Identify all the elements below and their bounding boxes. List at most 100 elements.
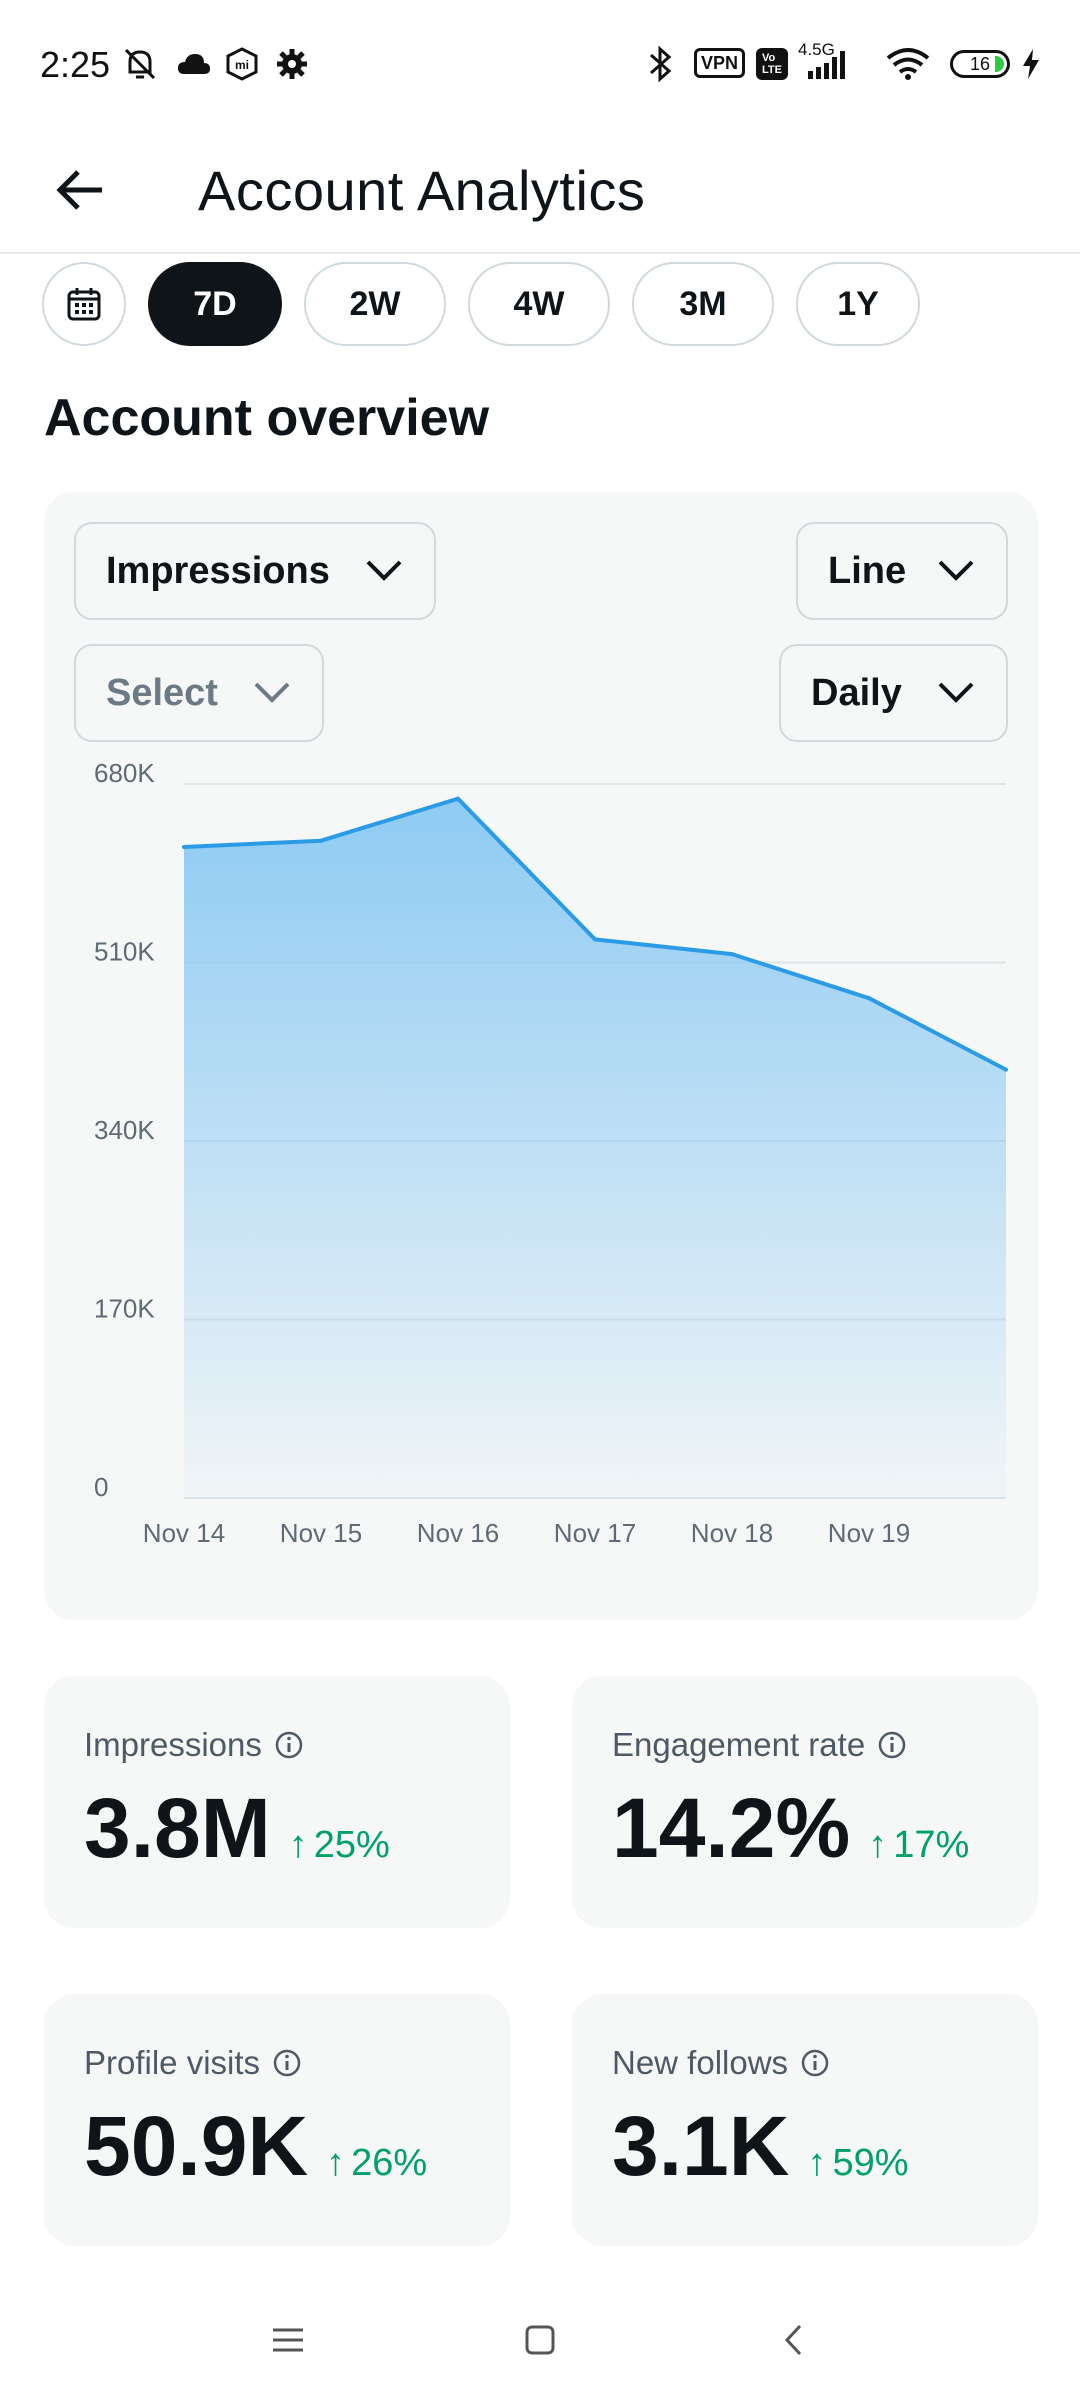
battery-fill <box>995 56 1004 72</box>
interval-dropdown-label: Daily <box>811 671 902 714</box>
up-arrow-icon: ↑ <box>807 2142 827 2184</box>
info-icon[interactable] <box>800 2048 830 2078</box>
stat-change: ↑ 26% <box>326 2142 427 2185</box>
stat-card-impressions[interactable]: Impressions 3.8M ↑ 25% <box>44 1676 510 1928</box>
up-arrow-icon: ↑ <box>288 1824 308 1866</box>
bluetooth-icon <box>640 45 680 83</box>
mute-bell-icon <box>118 46 162 82</box>
data-point[interactable] <box>182 845 186 849</box>
chevron-down-icon <box>366 560 402 581</box>
mi-icon: mi <box>222 46 262 82</box>
up-arrow-icon: ↑ <box>326 2142 346 2184</box>
system-back-button[interactable] <box>764 2310 824 2370</box>
data-point[interactable] <box>1004 1067 1008 1072</box>
range-chip-4w[interactable]: 4W <box>468 262 610 346</box>
y-tick-label: 510K <box>94 937 155 967</box>
x-tick-label: Nov 16 <box>417 1518 499 1548</box>
cloud-icon <box>174 46 214 82</box>
info-icon[interactable] <box>274 1730 304 1760</box>
stat-label-row: Engagement rate <box>612 1726 907 1764</box>
charging-bolt-icon <box>1018 46 1044 82</box>
app-header: Account Analytics <box>0 130 1080 254</box>
settings-gear-icon <box>272 46 312 82</box>
info-icon[interactable] <box>877 1730 907 1760</box>
stat-label-row: Impressions <box>84 1726 304 1764</box>
stat-value: 14.2% <box>612 1781 851 1875</box>
back-arrow-icon <box>56 170 102 210</box>
page-title: Account Analytics <box>198 159 646 222</box>
chevron-down-icon <box>938 682 974 703</box>
data-point[interactable] <box>593 937 597 942</box>
x-tick-label: Nov 14 <box>143 1518 225 1548</box>
chart-type-dropdown-label: Line <box>828 549 907 592</box>
battery-level: 16 <box>969 54 991 74</box>
stat-label: Impressions <box>84 1726 262 1763</box>
x-tick-label: Nov 19 <box>828 1518 910 1548</box>
compare-dropdown[interactable]: Select <box>74 644 324 742</box>
recents-button[interactable] <box>258 2310 318 2370</box>
chevron-down-icon <box>938 560 974 581</box>
vpn-badge: VPN <box>694 48 746 78</box>
stat-change: ↑ 17% <box>868 1824 969 1867</box>
chevron-down-icon <box>254 682 290 703</box>
calendar-icon <box>67 288 101 321</box>
x-tick-label: Nov 15 <box>280 1518 362 1548</box>
impressions-chart: 0 170K 340K 510K 680K Nov 14 Nov 15 Nov 16 Nov 1… <box>94 762 1008 1548</box>
range-chip-7d[interactable]: 7D <box>148 262 282 346</box>
stat-label: New follows <box>612 2044 789 2081</box>
interval-dropdown[interactable]: Daily <box>779 644 1008 742</box>
svg-text:mi: mi <box>235 58 249 72</box>
stat-change-value: 17% <box>893 1824 970 1866</box>
volte-badge: Vo LTE <box>756 48 788 80</box>
stat-value: 3.8M <box>84 1781 271 1875</box>
stat-label-row: Profile visits <box>84 2044 302 2082</box>
stat-change-value: 26% <box>351 2142 428 2184</box>
calendar-button[interactable] <box>42 262 126 346</box>
stat-card-new-follows[interactable]: New follows 3.1K ↑ 59% <box>572 1994 1038 2246</box>
range-chip-1y[interactable]: 1Y <box>796 262 920 346</box>
y-tick-label: 170K <box>94 1294 155 1324</box>
stat-card-profile-visits[interactable]: Profile visits 50.9K ↑ 26% <box>44 1994 510 2246</box>
y-tick-label: 0 <box>94 1472 108 1502</box>
range-chip-2w[interactable]: 2W <box>304 262 446 346</box>
stat-value-row: 50.9K ↑ 26% <box>84 2098 427 2195</box>
network-type-label: 4.5G <box>798 40 835 59</box>
status-bar: 2:25 mi VPN Vo LTE 4.5G 16 <box>0 0 1080 130</box>
stat-value-row: 3.1K ↑ 59% <box>612 2098 909 2195</box>
data-point[interactable] <box>730 952 734 957</box>
metric-dropdown-label: Impressions <box>106 549 330 592</box>
data-point[interactable] <box>456 796 460 801</box>
stat-change: ↑ 59% <box>807 2142 908 2185</box>
stat-label: Profile visits <box>84 2044 261 2081</box>
signal-strength-icon <box>800 46 870 82</box>
data-point[interactable] <box>319 838 323 843</box>
stat-label-row: New follows <box>612 2044 830 2082</box>
battery-indicator: 16 <box>950 50 1010 78</box>
stat-value-row: 3.8M ↑ 25% <box>84 1780 390 1877</box>
home-square-icon <box>525 2325 555 2355</box>
stat-change: ↑ 25% <box>289 1824 390 1867</box>
stat-label: Engagement rate <box>612 1726 866 1763</box>
system-nav-bar <box>0 2280 1080 2400</box>
data-point[interactable] <box>867 996 871 1001</box>
date-range-selector: 7D 2W 4W 3M 1Y <box>42 262 920 346</box>
home-button[interactable] <box>510 2310 570 2370</box>
info-icon[interactable] <box>272 2048 302 2078</box>
back-chevron-icon <box>784 2324 802 2356</box>
stat-change-value: 25% <box>313 1824 390 1866</box>
range-chip-3m[interactable]: 3M <box>632 262 774 346</box>
stat-value: 3.1K <box>612 2099 790 2193</box>
wifi-icon <box>882 46 934 82</box>
chart-card: Impressions Line Select Daily 0 170K 340K 5… <box>44 492 1038 1620</box>
impressions-area <box>184 798 1006 1498</box>
y-tick-label: 340K <box>94 1115 155 1145</box>
stat-card-engagement-rate[interactable]: Engagement rate 14.2% ↑ 17% <box>572 1676 1038 1928</box>
status-time: 2:25 <box>40 44 111 85</box>
metric-dropdown[interactable]: Impressions <box>74 522 436 620</box>
x-tick-label: Nov 17 <box>554 1518 636 1548</box>
back-button[interactable] <box>40 150 120 230</box>
menu-lines-icon <box>273 2328 303 2352</box>
up-arrow-icon: ↑ <box>868 1824 888 1866</box>
chart-type-dropdown[interactable]: Line <box>796 522 1008 620</box>
x-tick-label: Nov 18 <box>691 1518 773 1548</box>
